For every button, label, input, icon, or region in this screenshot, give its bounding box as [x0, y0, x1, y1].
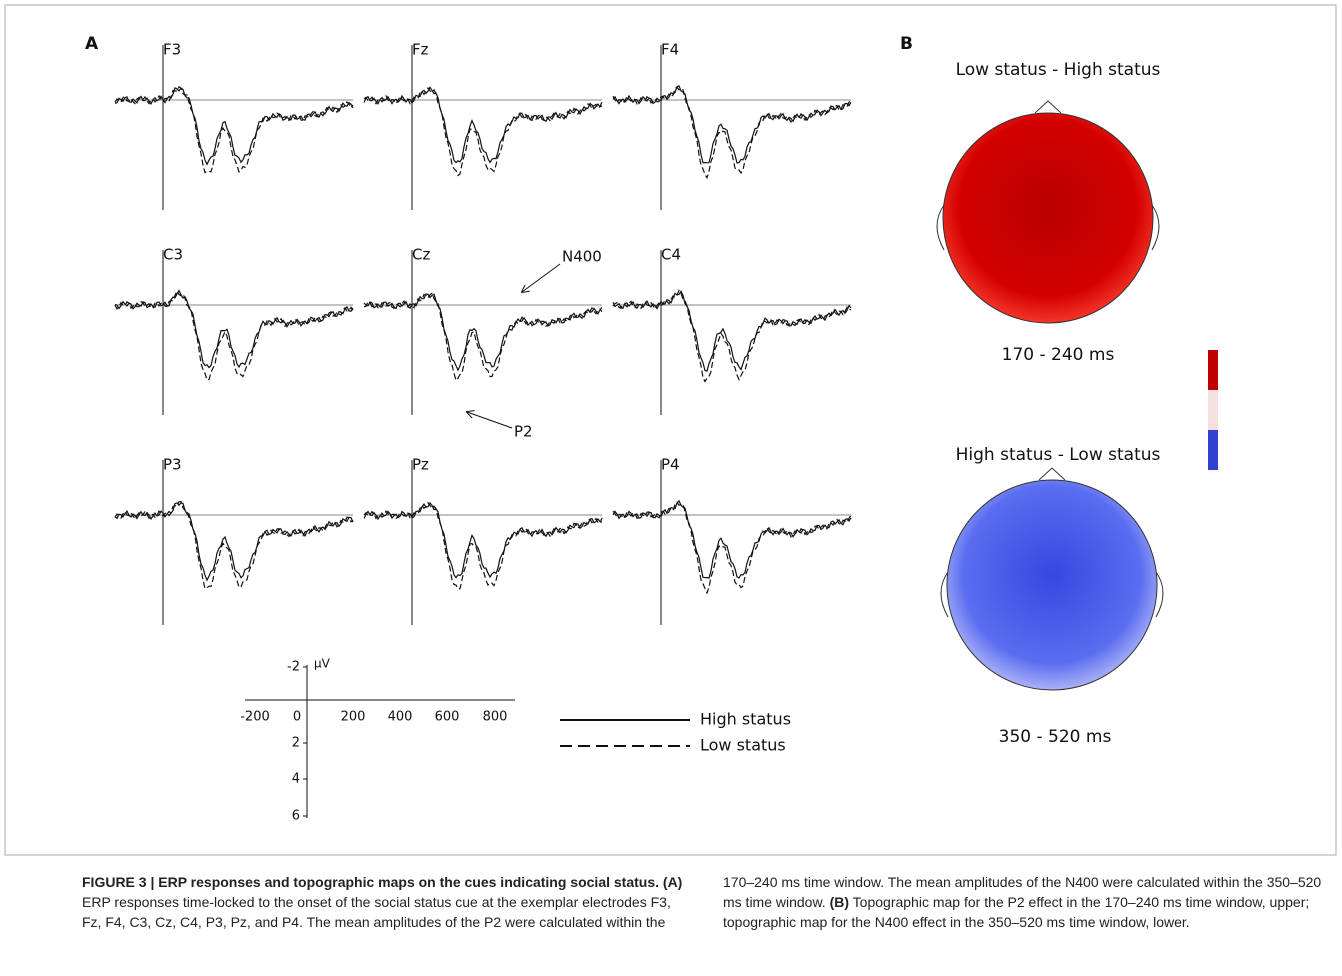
scale-label: -200 — [240, 710, 270, 725]
frame — [5, 5, 1336, 855]
annotation: N400 — [562, 248, 602, 266]
scale-label: 600 — [435, 710, 460, 725]
legend-label: Low status — [700, 736, 786, 755]
electrode-label: C4 — [661, 246, 681, 264]
electrode-label: Cz — [412, 246, 430, 264]
waveform — [115, 291, 353, 368]
topomap — [937, 101, 1159, 323]
waveform — [364, 87, 602, 162]
scale-label: 2 — [292, 736, 300, 751]
waveform — [115, 87, 353, 173]
waveform — [613, 86, 851, 163]
color-scale — [1208, 350, 1218, 470]
electrode-label: P4 — [661, 456, 680, 474]
arrow — [522, 264, 560, 292]
waveforms: F3 Fz F4 C3 Cz C4 P3 Pz P4 — [115, 41, 851, 626]
caption-label: (A) — [663, 874, 682, 890]
map-window: 350 - 520 ms — [999, 727, 1112, 747]
waveform — [613, 291, 851, 371]
waveform — [364, 293, 602, 380]
map-window: 170 - 240 ms — [1002, 345, 1115, 365]
electrode-label: Fz — [412, 41, 429, 59]
scale-label: 0 — [293, 710, 301, 725]
scale-bar — [245, 665, 515, 818]
electrode-label: F4 — [661, 41, 679, 59]
panel-label: B — [900, 34, 913, 54]
waveform — [364, 294, 602, 370]
scale-label: 200 — [341, 710, 366, 725]
map-title: High status - Low status — [956, 445, 1161, 465]
legend-label: High status — [700, 710, 791, 729]
waveform — [115, 503, 353, 580]
panel-label: A — [85, 34, 99, 54]
caption-label: (B) — [830, 894, 849, 910]
waveform — [115, 88, 353, 164]
scale-label: 4 — [292, 772, 300, 787]
caption: FIGURE 3 | ERP responses and topographic… — [82, 872, 1330, 932]
arrow — [467, 412, 512, 428]
waveform — [613, 502, 851, 593]
electrode-label: F3 — [163, 41, 181, 59]
scale-label: 800 — [483, 710, 508, 725]
caption-title: FIGURE 3 | ERP responses and topographic… — [82, 874, 659, 890]
electrode-label: C3 — [163, 246, 183, 264]
waveform — [613, 87, 851, 178]
scale-label: -2 — [287, 660, 300, 675]
map-title: Low status - High status — [956, 60, 1161, 80]
scale-unit: µV — [314, 657, 331, 671]
scale-label: 6 — [292, 809, 300, 824]
page: A B F3 Fz F4 C3 Cz C4 P3 Pz P4 N400 P2 -2 µV 2 4… — [0, 0, 1342, 976]
annotation: P2 — [514, 423, 533, 441]
electrode-label: P3 — [163, 456, 182, 474]
topomap — [941, 468, 1163, 690]
waveform — [115, 502, 353, 589]
figure: A B F3 Fz F4 C3 Cz C4 P3 Pz P4 N400 P2 -2 µV 2 4… — [0, 0, 1342, 866]
scale-label: 400 — [388, 710, 413, 725]
electrode-label: Pz — [412, 456, 429, 474]
